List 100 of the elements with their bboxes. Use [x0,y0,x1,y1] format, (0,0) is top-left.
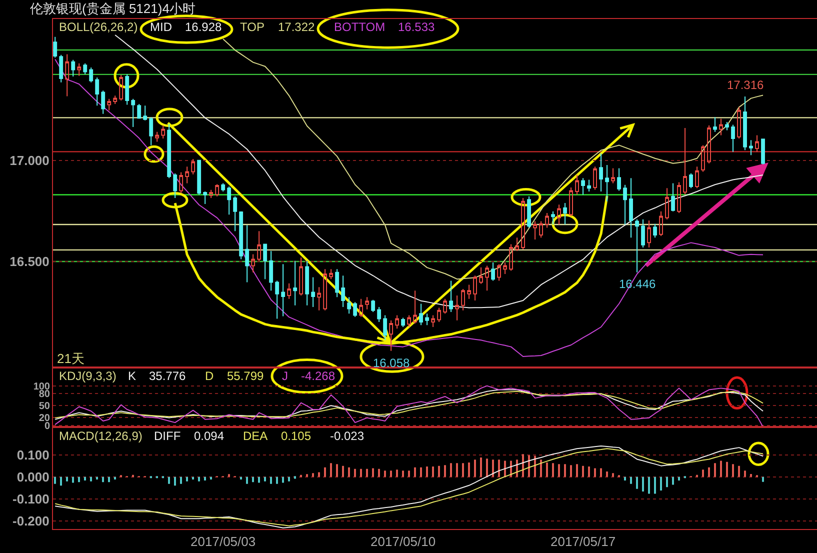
bar [606,472,608,477]
annotation: -4.268 [301,369,336,383]
candlestick [557,204,561,225]
bar [432,466,434,477]
bar [66,476,68,482]
candlestick [449,280,454,313]
candlestick [257,230,262,262]
candlestick [497,264,502,282]
line-series [222,38,764,280]
candlestick [371,299,376,313]
candlestick [647,220,651,248]
bar [738,466,740,477]
candlestick [521,197,526,250]
x-tick-label: 2017/05/03 [190,534,256,549]
candlestick [359,298,364,318]
candlestick [281,264,286,317]
candlestick [629,178,633,238]
candlestick [161,124,166,140]
bar [360,468,362,477]
candlestick [305,260,310,306]
candlestick [377,306,382,322]
bar [114,476,116,480]
bar [714,463,716,477]
candlestick [485,265,490,292]
bar [264,476,266,482]
legend-title: KDJ(9,3,3) [59,369,116,383]
bar [522,454,524,477]
annotation: 17.316 [727,78,764,92]
candlestick [731,124,735,152]
bar [624,476,626,481]
candlestick [119,74,124,102]
candlestick [515,237,520,252]
bar [498,460,500,477]
candlestick [215,184,220,197]
bar [702,470,704,477]
candlestick [269,250,274,292]
candlestick [593,166,597,190]
bar [192,476,194,480]
bar [480,457,482,477]
candlestick [167,123,172,179]
bar [708,467,710,477]
candlestick [395,314,400,330]
bar [528,455,530,477]
candlestick [101,90,106,114]
bar [366,468,368,477]
bar [240,476,242,480]
bar [654,476,656,494]
candlestick [275,280,280,320]
bar [612,473,614,477]
bar [204,476,206,481]
bar [252,476,254,482]
candlestick [335,268,340,298]
candlestick [59,54,64,83]
y-tick-label: -0.200 [12,513,50,528]
candlestick [635,218,639,273]
candlestick [419,303,424,326]
candlestick [599,153,603,192]
candlestick [293,260,298,306]
candlestick [197,160,202,196]
candlestick [71,59,76,77]
bar [564,464,566,477]
bar [456,463,458,477]
bar [576,464,578,477]
candlestick [311,276,316,308]
bar [294,476,296,479]
candlestick [611,168,615,184]
bar [246,476,248,484]
bar [72,476,74,483]
candlestick [737,106,741,140]
candlestick [251,254,256,273]
candlestick [653,223,657,238]
annotation: 16.533 [398,20,436,34]
candlestick [749,140,753,156]
candlestick [587,179,591,192]
annotation: 55.799 [227,369,264,383]
bar [636,476,638,489]
bar [588,466,590,477]
candlestick [95,76,100,106]
x-tick-label: 2017/05/10 [370,534,436,549]
annotation: -0.023 [330,429,364,443]
candlestick [131,98,136,128]
candlestick [383,314,388,341]
bar [270,476,272,484]
bar [282,476,284,483]
bar [600,468,602,477]
bar [426,466,428,477]
candlestick [581,178,585,196]
bar [84,476,86,481]
bar [372,468,374,477]
bar [210,476,212,480]
candlestick [179,172,184,194]
candlestick [707,124,711,164]
candlestick [563,202,567,225]
candlestick [605,164,609,202]
candlestick [725,121,729,131]
bar [168,476,170,484]
bar [348,467,350,477]
candlestick [329,268,334,280]
candlestick [401,317,406,328]
candlestick [143,105,148,121]
